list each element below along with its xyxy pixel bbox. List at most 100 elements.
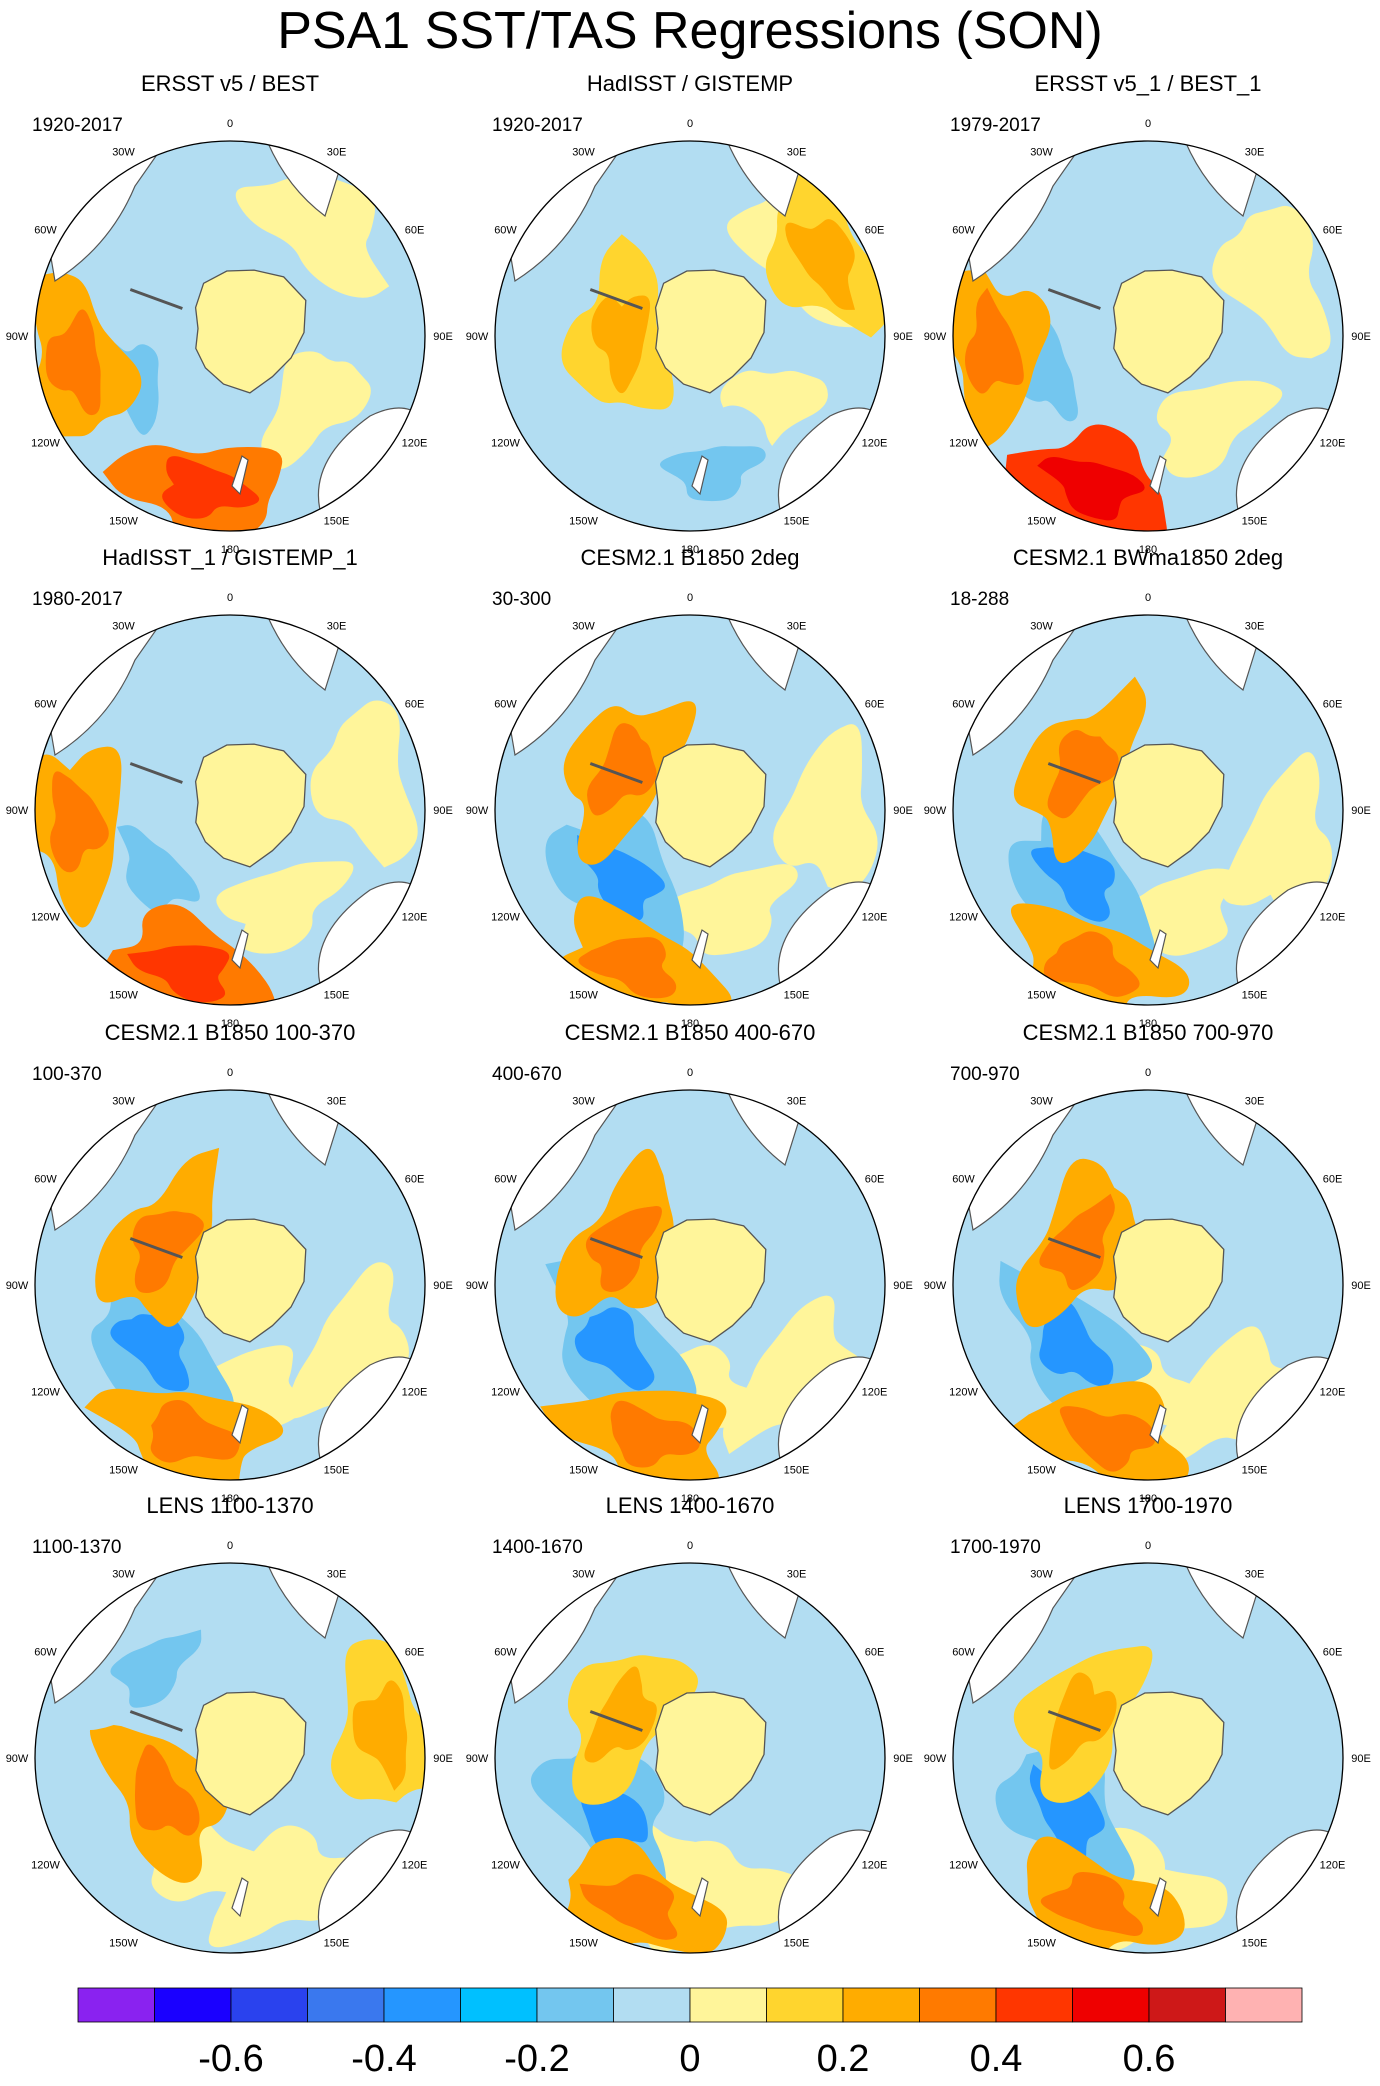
panel-period-label: 1980-2017 bbox=[32, 589, 123, 610]
anomaly-contour bbox=[261, 351, 371, 469]
anomaly-contour bbox=[659, 446, 766, 502]
map-frame bbox=[952, 1562, 1344, 1954]
longitude-label: 90E bbox=[893, 1280, 913, 1292]
longitude-label: 150W bbox=[109, 516, 138, 528]
longitude-label: 30E bbox=[1245, 1096, 1265, 1108]
longitude-label: 120E bbox=[862, 1860, 888, 1872]
peninsula-coastline bbox=[129, 1710, 183, 1732]
longitude-label: 120W bbox=[491, 438, 520, 450]
longitude-label: 90E bbox=[433, 331, 453, 343]
longitude-label: 30W bbox=[1030, 1569, 1053, 1581]
panel-period-label: 700-970 bbox=[950, 1064, 1020, 1085]
longitude-label: 90E bbox=[893, 1753, 913, 1765]
longitude-label: 30W bbox=[112, 1096, 135, 1108]
longitude-label: 150W bbox=[1027, 516, 1056, 528]
longitude-label: 120W bbox=[949, 912, 978, 924]
new-zealand-coastline bbox=[1149, 1877, 1167, 1918]
longitude-label: 60E bbox=[1323, 1174, 1343, 1186]
longitude-label: 30E bbox=[1245, 1569, 1265, 1581]
longitude-label: 150W bbox=[1027, 990, 1056, 1002]
anomaly-contour bbox=[45, 309, 101, 416]
anomaly-contour bbox=[584, 1666, 657, 1763]
longitude-label: 150W bbox=[569, 516, 598, 528]
figure-title: PSA1 SST/TAS Regressions (SON) bbox=[277, 2, 1103, 60]
anomaly-contour bbox=[1031, 847, 1115, 922]
longitude-label: 30E bbox=[327, 1096, 347, 1108]
longitude-label: 60E bbox=[865, 225, 885, 237]
longitude-label: 60W bbox=[34, 1647, 57, 1659]
longitude-label: 150W bbox=[109, 990, 138, 1002]
anomaly-contour bbox=[1049, 1672, 1117, 1770]
longitude-label: 90E bbox=[1351, 1753, 1371, 1765]
longitude-label: 90W bbox=[466, 1753, 489, 1765]
longitude-label: 60E bbox=[865, 1647, 885, 1659]
longitude-label: 0 bbox=[227, 1067, 233, 1079]
anomaly-contour bbox=[1156, 380, 1283, 478]
longitude-label: 30E bbox=[327, 621, 347, 633]
anomaly-contour bbox=[1047, 730, 1119, 819]
panel-title: CESM2.1 B1850 700-970 bbox=[1023, 1020, 1274, 1045]
map-panel: LENS 1400-1670 1400-1670 0 30E 60E 90E 120E 150… bbox=[466, 1493, 913, 1954]
longitude-label: 30E bbox=[787, 1569, 807, 1581]
colorbar-swatch bbox=[1225, 1987, 1303, 2023]
longitude-label: 30W bbox=[1030, 147, 1053, 159]
peninsula-coastline bbox=[129, 762, 183, 784]
longitude-label: 90W bbox=[466, 805, 489, 817]
longitude-label: 30W bbox=[112, 147, 135, 159]
antarctica-coastline bbox=[654, 1218, 767, 1343]
longitude-label: 60W bbox=[494, 1174, 517, 1186]
longitude-label: 150E bbox=[324, 1938, 350, 1950]
new-zealand-coastline bbox=[231, 455, 249, 496]
new-zealand-coastline bbox=[1149, 929, 1167, 970]
new-zealand-coastline bbox=[231, 1877, 249, 1918]
longitude-label: 0 bbox=[687, 118, 693, 130]
anomaly-contour bbox=[1222, 752, 1333, 917]
anomaly-contour bbox=[1040, 1871, 1143, 1936]
colorbar-tick-label: 0.6 bbox=[1123, 2038, 1176, 2080]
longitude-label: 30E bbox=[327, 147, 347, 159]
new-zealand-coastline bbox=[1149, 1404, 1167, 1445]
panel-title: LENS 1400-1670 bbox=[606, 1493, 775, 1518]
longitude-label: 0 bbox=[687, 1540, 693, 1552]
longitude-label: 60W bbox=[952, 1647, 975, 1659]
longitude-label: 150E bbox=[1242, 990, 1268, 1002]
anomaly-contour bbox=[127, 945, 230, 1003]
map-panel: CESM2.1 B1850 2deg 30-300 0 30E 60E 90E 120E 15… bbox=[466, 545, 913, 1030]
panel-title: ERSST v5 / BEST bbox=[141, 71, 319, 96]
longitude-label: 120W bbox=[491, 912, 520, 924]
colorbar-swatch bbox=[154, 1987, 232, 2023]
longitude-label: 120W bbox=[491, 1860, 520, 1872]
antarctica-coastline bbox=[1112, 743, 1225, 868]
colorbar-swatch bbox=[1072, 1987, 1150, 2023]
colorbar-tick-label: -0.2 bbox=[504, 2038, 569, 2080]
panel-period-label: 400-670 bbox=[492, 1064, 562, 1085]
longitude-label: 0 bbox=[1145, 1540, 1151, 1552]
longitude-label: 120E bbox=[402, 912, 428, 924]
antarctica-coastline bbox=[194, 743, 307, 868]
longitude-label: 90E bbox=[433, 1280, 453, 1292]
longitude-label: 0 bbox=[227, 1540, 233, 1552]
longitude-label: 120E bbox=[402, 438, 428, 450]
longitude-label: 30W bbox=[1030, 1096, 1053, 1108]
longitude-label: 150W bbox=[569, 990, 598, 1002]
panel-title: LENS 1100-1370 bbox=[146, 1493, 313, 1518]
anomaly-contour bbox=[1059, 1406, 1156, 1472]
anomaly-contour bbox=[1039, 1193, 1115, 1290]
colorbar-swatch bbox=[995, 1987, 1073, 2023]
longitude-label: 150W bbox=[569, 1465, 598, 1477]
longitude-label: 90W bbox=[6, 331, 29, 343]
longitude-label: 60W bbox=[952, 1174, 975, 1186]
longitude-label: 120E bbox=[402, 1860, 428, 1872]
map-panel: ERSST v5 / BEST 1920-2017 0 30E 60E 90E 120E 15… bbox=[6, 71, 453, 556]
map-panel: LENS 1700-1970 1700-1970 0 30E 60E 90E 120E 150… bbox=[924, 1493, 1371, 1954]
colorbar-swatch bbox=[919, 1987, 997, 2023]
anomaly-contour bbox=[587, 723, 657, 816]
longitude-label: 120W bbox=[949, 438, 978, 450]
colorbar-tick-label: -0.6 bbox=[198, 2038, 263, 2080]
colorbar-tick-label: 0 bbox=[679, 2038, 700, 2080]
anomaly-contour bbox=[1015, 318, 1078, 422]
longitude-label: 90W bbox=[466, 1280, 489, 1292]
longitude-label: 30E bbox=[787, 621, 807, 633]
longitude-label: 120W bbox=[31, 1860, 60, 1872]
